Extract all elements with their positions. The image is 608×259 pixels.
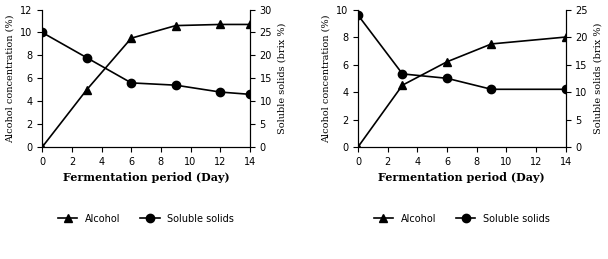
Soluble solids — [172, 84, 179, 87]
Soluble solids — [488, 88, 495, 91]
Y-axis label: Alcohol concentration (%): Alcohol concentration (%) — [322, 14, 330, 142]
Alcohol — [38, 146, 46, 149]
Soluble solids — [38, 31, 46, 34]
Alcohol — [488, 42, 495, 46]
Soluble solids — [562, 88, 569, 91]
Alcohol — [83, 88, 91, 91]
Alcohol — [216, 23, 224, 26]
Y-axis label: Soluble solids (brix %): Soluble solids (brix %) — [593, 23, 603, 134]
Y-axis label: Alcohol concentration (%): Alcohol concentration (%) — [5, 14, 15, 142]
Soluble solids — [216, 90, 224, 93]
Legend: Alcohol, Soluble solids: Alcohol, Soluble solids — [370, 210, 554, 227]
Soluble solids — [128, 81, 135, 84]
Alcohol — [399, 84, 406, 87]
Line: Alcohol: Alcohol — [354, 33, 570, 151]
Line: Alcohol: Alcohol — [38, 20, 254, 151]
Y-axis label: Soluble solids (brix %): Soluble solids (brix %) — [278, 23, 287, 134]
Legend: Alcohol, Soluble solids: Alcohol, Soluble solids — [54, 210, 238, 227]
Line: Soluble solids: Soluble solids — [38, 28, 254, 98]
Soluble solids — [443, 77, 451, 80]
Soluble solids — [83, 56, 91, 59]
Soluble solids — [246, 93, 254, 96]
Soluble solids — [399, 72, 406, 75]
Alcohol — [172, 24, 179, 27]
Alcohol — [246, 23, 254, 26]
Alcohol — [443, 60, 451, 63]
Soluble solids — [354, 13, 362, 17]
Line: Soluble solids: Soluble solids — [354, 11, 570, 93]
Alcohol — [562, 35, 569, 39]
X-axis label: Fermentation period (Day): Fermentation period (Day) — [379, 172, 545, 183]
X-axis label: Fermentation period (Day): Fermentation period (Day) — [63, 172, 229, 183]
Alcohol — [128, 37, 135, 40]
Alcohol — [354, 146, 362, 149]
